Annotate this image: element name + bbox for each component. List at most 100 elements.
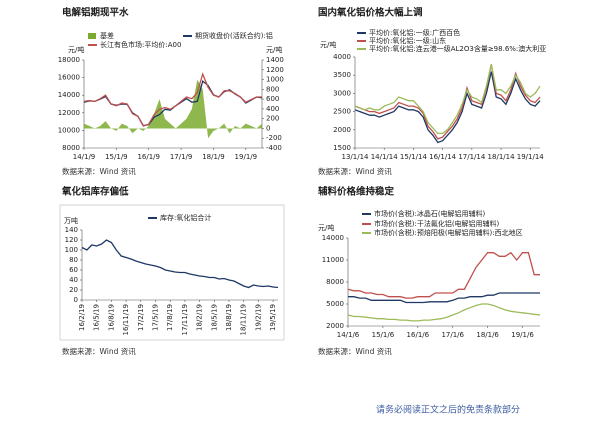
y-tick-label: 100 xyxy=(65,246,78,254)
y-tick-label: 16000 xyxy=(58,74,80,82)
y-tick-label: 4000 xyxy=(333,53,351,61)
y2-tick-label: 1400 xyxy=(266,56,284,64)
series-line xyxy=(348,292,540,304)
x-tick-label: 15/1/14 xyxy=(400,153,428,161)
footer: 请务必阅读正文之后的免责条款部分 xyxy=(376,404,520,416)
x-tick-label: 18/2/19 xyxy=(196,304,204,331)
y-axis-label: 元/吨 xyxy=(320,40,336,49)
legend-label: 长江有色市场:平均价:A00 xyxy=(100,40,181,49)
series-line xyxy=(83,72,262,127)
legend-label: 基差 xyxy=(100,31,114,40)
y-tick-label: 3500 xyxy=(333,71,351,79)
x-tick-label: 19/5/19 xyxy=(269,304,277,331)
y-tick-label: 8000 xyxy=(62,144,80,152)
x-tick-label: 18/8/19 xyxy=(225,304,233,331)
y2-axis-label: 元/吨 xyxy=(266,45,282,54)
x-tick-label: 15/1/9 xyxy=(105,153,128,161)
y-tick-label: 2500 xyxy=(333,108,351,116)
y2-tick-label: 0 xyxy=(266,124,270,132)
y2-tick-label: 1000 xyxy=(266,76,284,84)
y-tick-label: 120 xyxy=(65,236,78,244)
y-tick-label: 5000 xyxy=(326,300,344,308)
legend-label: 平均价:氧化铝:一级:广西百色 xyxy=(369,28,460,37)
x-tick-label: 16/2/19 xyxy=(78,304,86,331)
x-tick-label: 16/1/14 xyxy=(429,153,457,161)
y-tick-label: 3000 xyxy=(333,89,351,97)
y-tick-label: 2000 xyxy=(326,322,344,330)
x-tick-label: 18/5/19 xyxy=(210,304,218,331)
chart-title: 辅料价格维持稳定 xyxy=(318,186,395,198)
y-tick-label: 140 xyxy=(65,226,78,234)
series-line xyxy=(347,251,540,299)
x-tick-label: 19/1/6 xyxy=(511,331,534,339)
x-tick-label: 17/5/19 xyxy=(152,304,160,331)
y-tick-label: 14000 xyxy=(322,234,344,242)
chart-frame xyxy=(59,204,285,341)
series-area xyxy=(84,79,262,139)
y-tick-label: 11000 xyxy=(322,256,344,264)
series-line xyxy=(81,239,279,289)
x-tick-label: 17/2/19 xyxy=(137,304,145,331)
legend-swatch xyxy=(88,33,96,39)
chart-title: 氧化铝库存偏低 xyxy=(61,186,129,198)
y-axis-label: 元/吨 xyxy=(68,45,84,54)
x-tick-label: 15/1/6 xyxy=(372,331,395,339)
y-tick-label: 20 xyxy=(69,286,78,294)
x-tick-label: 17/11/19 xyxy=(181,304,189,335)
x-tick-label: 18/1/6 xyxy=(476,331,499,339)
source: 数据来源：Wind 资讯 xyxy=(62,166,136,176)
y-tick-label: 60 xyxy=(69,266,78,274)
x-tick-label: 17/1/9 xyxy=(170,153,193,161)
x-tick-label: 17/8/19 xyxy=(166,304,174,331)
x-tick-label: 16/1/6 xyxy=(407,331,430,339)
x-tick-label: 18/1/14 xyxy=(488,153,516,161)
legend-label: 市场价(含税):冰晶石(电解铝用辅料) xyxy=(374,209,486,218)
y-tick-label: 12000 xyxy=(58,109,80,117)
y-axis-label: 万吨 xyxy=(64,216,78,225)
y-tick-label: 18000 xyxy=(58,56,80,64)
x-tick-label: 16/11/19 xyxy=(122,304,130,335)
y-tick-label: 10000 xyxy=(58,126,80,134)
legend-label: 平均价:氧化铝:一级:山东 xyxy=(369,36,446,45)
y-tick-label: 14000 xyxy=(58,91,80,99)
x-tick-label: 17/1/14 xyxy=(458,153,486,161)
legend-label: 库存:氧化铝合计 xyxy=(160,213,211,222)
source: 数据来源：Wind 资讯 xyxy=(318,346,392,356)
source: 数据来源：Wind 资讯 xyxy=(62,346,136,356)
chart-title: 电解铝期现平水 xyxy=(62,7,129,19)
y2-tick-label: -400 xyxy=(266,144,282,152)
x-tick-label: 19/1/9 xyxy=(235,153,258,161)
source: 数据来源：Wind 资讯 xyxy=(318,166,392,176)
x-tick-label: 18/11/19 xyxy=(240,304,248,335)
chart-title: 国内氧化铝价格大幅上调 xyxy=(318,7,423,19)
x-tick-label: 14/1/9 xyxy=(73,153,96,161)
legend-label: 期货收盘价(活跃合约):铝 xyxy=(195,31,273,40)
legend-label: 市场价(含税):干法氟化铝(电解铝用辅料) xyxy=(374,219,500,228)
y-tick-label: 8000 xyxy=(326,278,344,286)
y-tick-label: 2000 xyxy=(333,126,351,134)
y2-tick-label: 800 xyxy=(266,85,279,93)
x-tick-label: 16/8/19 xyxy=(107,304,115,331)
series-line xyxy=(354,64,541,135)
x-tick-label: 19/1/14 xyxy=(517,153,545,161)
x-tick-label: 16/1/9 xyxy=(137,153,160,161)
x-tick-label: 13/1/14 xyxy=(342,153,370,161)
x-tick-label: 17/1/6 xyxy=(441,331,464,339)
y-tick-label: 40 xyxy=(69,276,78,284)
y2-tick-label: 200 xyxy=(266,115,279,123)
x-tick-label: 14/1/6 xyxy=(337,331,360,339)
legend-label: 平均价:氧化铝:连云港一级AL2O3含量≥98.6%:澳大利亚 xyxy=(369,44,546,53)
y-tick-label: 0 xyxy=(74,296,78,304)
series-line xyxy=(347,303,541,322)
series-line xyxy=(354,64,541,140)
y-tick-label: 1500 xyxy=(333,144,351,152)
y2-tick-label: 1200 xyxy=(266,66,284,74)
y2-tick-label: 400 xyxy=(266,105,279,113)
x-tick-label: 19/2/19 xyxy=(254,304,262,331)
y2-tick-label: 600 xyxy=(266,95,279,103)
x-tick-label: 14/1/14 xyxy=(371,153,399,161)
y2-tick-label: -200 xyxy=(266,134,282,142)
x-tick-label: 18/1/9 xyxy=(202,153,225,161)
